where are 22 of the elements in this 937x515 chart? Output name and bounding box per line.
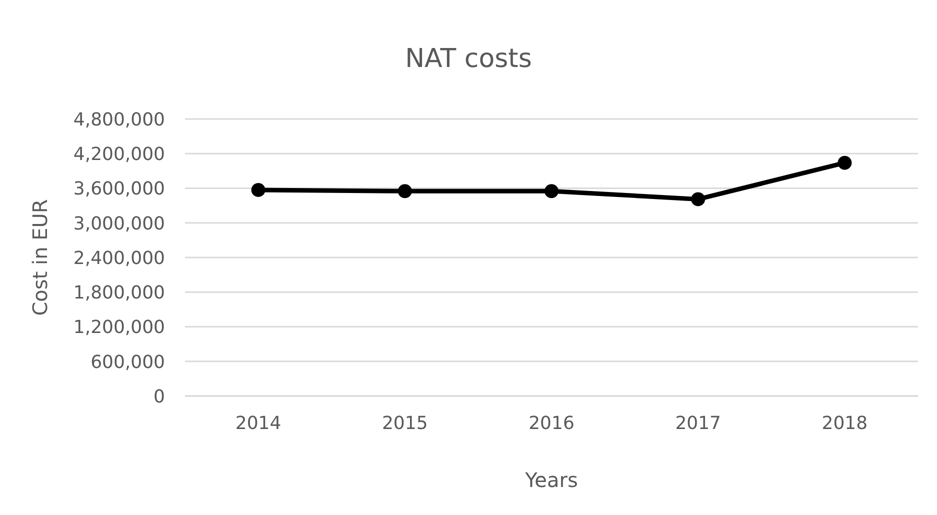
y-axis-title: Cost in EUR — [28, 199, 52, 316]
x-tick-label: 2018 — [822, 412, 868, 434]
y-tick-label: 3,000,000 — [73, 213, 165, 234]
y-tick-label: 4,200,000 — [73, 144, 165, 166]
x-tick-label: 2015 — [382, 412, 428, 434]
point — [251, 182, 266, 197]
chart-title: NAT costs — [404, 44, 533, 74]
x-tick-label: 2014 — [235, 412, 282, 434]
point — [691, 192, 706, 206]
y-tick-label: 4,800,000 — [73, 109, 165, 130]
y-tick-label: 600,000 — [90, 352, 165, 373]
y-tick-label: 0 — [154, 386, 165, 408]
y-tick-label: 2,400,000 — [73, 248, 165, 269]
x-tick-label: 2016 — [528, 412, 574, 434]
y-tick-label: 3,600,000 — [73, 178, 165, 200]
x-axis-title: Years — [524, 468, 579, 492]
point — [544, 184, 558, 198]
y-tick-label: 1,800,000 — [73, 282, 165, 304]
x-tick-label: 2017 — [675, 412, 722, 434]
y-tick-label: 1,200,000 — [73, 317, 165, 338]
point — [398, 184, 412, 198]
point — [838, 156, 852, 170]
